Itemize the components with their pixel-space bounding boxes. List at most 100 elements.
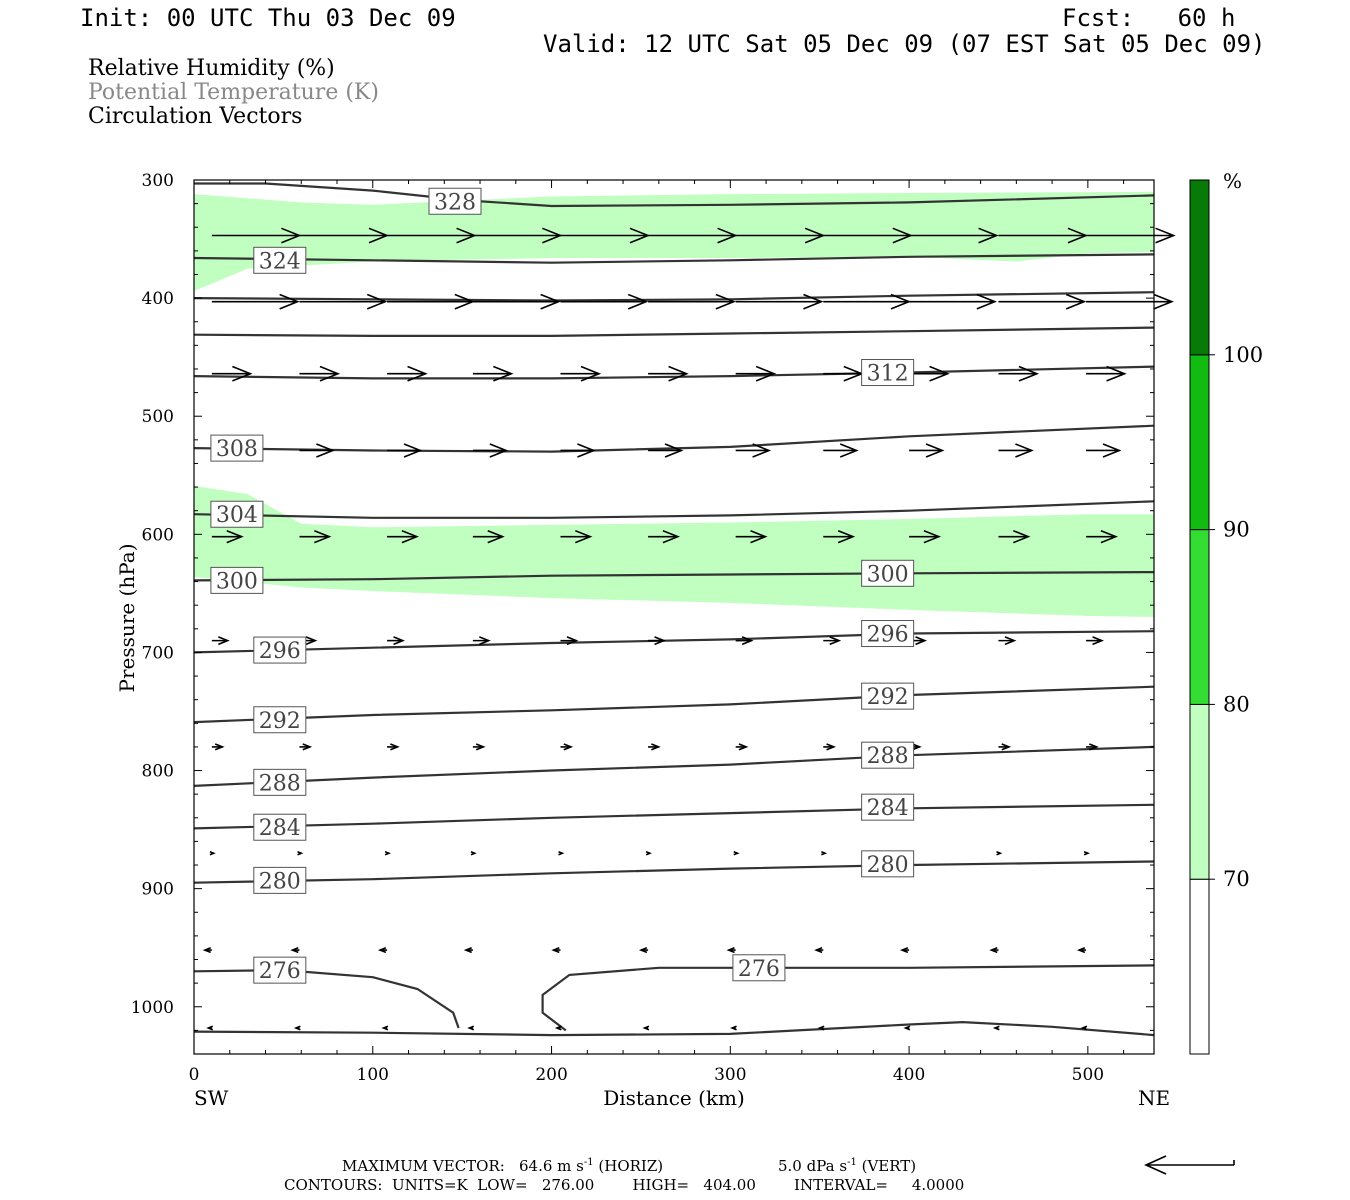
- vector-6-2: [387, 743, 400, 751]
- contour-label-300: 300: [210, 566, 264, 594]
- vector-0-4: [560, 227, 651, 244]
- svg-text:276: 276: [259, 959, 301, 984]
- colorbar-label-70: 70: [1223, 867, 1250, 891]
- theta-contour-312: [194, 365, 1154, 380]
- theta-contour-292: [194, 685, 1154, 724]
- vector-6-9: [998, 743, 1012, 751]
- contour-label-280: 280: [861, 850, 915, 878]
- colorbar-segment-4: [1189, 179, 1210, 356]
- vector-8-7: [814, 947, 824, 954]
- vector-5-7: [823, 636, 842, 646]
- svg-text:280: 280: [259, 869, 301, 894]
- vector-4-10: [1086, 529, 1118, 544]
- vector-8-0: [202, 947, 212, 954]
- vector-4-6: [735, 529, 768, 544]
- vector-6-7: [823, 743, 836, 751]
- theta-contour-288: [194, 745, 1154, 787]
- vector-6-1: [299, 743, 313, 751]
- valid-time: Valid: 12 UTC Sat 05 Dec 09 (07 EST Sat …: [543, 30, 1266, 58]
- vector-8-2: [377, 947, 388, 954]
- reference-vector-head: [1144, 1155, 1167, 1175]
- vector-9-1: [293, 1025, 301, 1031]
- vector-0-0: [211, 227, 302, 244]
- vector-7-7: [821, 850, 828, 856]
- vector-6-6: [735, 743, 749, 751]
- vector-5-2: [387, 636, 405, 646]
- theta-contour-320: [194, 291, 1154, 302]
- legend-rh: Relative Humidity (%): [88, 56, 335, 81]
- vector-2-7: [823, 365, 864, 382]
- vector-8-9: [989, 947, 999, 954]
- vector-6-4: [560, 743, 574, 751]
- vector-2-5: [648, 365, 689, 382]
- colorbar-segment-1: [1189, 703, 1210, 880]
- svg-text:324: 324: [259, 249, 301, 274]
- vector-2-3: [472, 365, 514, 382]
- contour-label-300: 300: [861, 559, 915, 587]
- svg-text:292: 292: [867, 685, 909, 710]
- svg-text:292: 292: [259, 709, 301, 734]
- svg-text:288: 288: [259, 771, 301, 796]
- vector-4-0: [211, 529, 244, 544]
- svg-text:308: 308: [216, 437, 258, 462]
- svg-text:284: 284: [867, 796, 909, 821]
- vector-1-1: [299, 293, 388, 310]
- contour-label-284: 284: [861, 793, 915, 821]
- svg-text:280: 280: [867, 853, 909, 878]
- x-tick-label-500: 500: [1072, 1065, 1104, 1085]
- vector-3-10: [1086, 443, 1122, 458]
- colorbar-unit: %: [1223, 169, 1242, 193]
- max-vector-horiz: 64.6 m s-1 (HORIZ): [519, 1157, 664, 1175]
- svg-text:288: 288: [867, 744, 909, 769]
- reference-vector: [1144, 1155, 1235, 1175]
- contour-label-280: 280: [253, 866, 307, 894]
- contour-info: CONTOURS: UNITS=K LOW= 276.00 HIGH= 404.…: [284, 1176, 965, 1194]
- colorbar-label-80: 80: [1223, 692, 1250, 716]
- colorbar-label-100: 100: [1223, 343, 1263, 367]
- init-time: Init: 00 UTC Thu 03 Dec 09: [80, 4, 456, 32]
- y-tick-label-900: 900: [142, 880, 174, 900]
- vector-3-7: [823, 443, 859, 458]
- vector-7-3: [470, 850, 477, 856]
- y-tick-label-700: 700: [142, 643, 174, 663]
- vector-6-10: [1086, 743, 1099, 751]
- vector-3-1: [299, 443, 335, 458]
- contour-labels: 328 324 312 308 304 300 300 296 296 292 292 288 288 2…: [210, 187, 915, 984]
- y-tick-label-500: 500: [142, 407, 174, 427]
- colorbar-segment-0: [1189, 878, 1210, 1055]
- vector-0-9: [998, 227, 1089, 244]
- vector-2-4: [560, 365, 602, 382]
- vector-2-9: [998, 365, 1040, 382]
- vector-8-6: [726, 947, 736, 954]
- vector-5-9: [998, 636, 1017, 646]
- contour-label-296: 296: [253, 636, 307, 664]
- svg-text:304: 304: [216, 503, 258, 528]
- colorbar-segment-2: [1189, 529, 1210, 705]
- theta-contour-316: [194, 326, 1154, 337]
- contour-label-304: 304: [210, 500, 264, 528]
- vector-8-10: [1076, 947, 1087, 954]
- legend-vectors: Circulation Vectors: [88, 104, 303, 129]
- x-tick-label-300: 300: [714, 1065, 746, 1085]
- theta-contour-308: [194, 424, 1154, 453]
- vector-9-7: [817, 1025, 825, 1031]
- vector-9-5: [642, 1025, 650, 1031]
- x-tick-label-100: 100: [357, 1065, 389, 1085]
- vector-7-2: [384, 850, 391, 856]
- vector-8-5: [638, 947, 649, 954]
- vector-3-2: [387, 443, 423, 458]
- axes: 300 400 500 600 700 800 900 1000 0 100 200 300 400 50…: [131, 171, 1155, 1085]
- vector-7-0: [209, 850, 216, 856]
- theta-contour-284: [194, 803, 1154, 830]
- svg-text:284: 284: [259, 816, 301, 841]
- y-axis-label: Pressure (hPa): [115, 544, 139, 693]
- vector-4-5: [648, 529, 680, 544]
- contour-label-328: 328: [428, 187, 482, 215]
- vector-4-7: [823, 529, 856, 544]
- circulation-vectors: [202, 227, 1176, 1031]
- vector-1-7: [823, 293, 912, 310]
- vector-7-5: [645, 850, 652, 856]
- x-right-end-label: NE: [1138, 1086, 1170, 1110]
- colorbar-segment-3: [1189, 354, 1210, 531]
